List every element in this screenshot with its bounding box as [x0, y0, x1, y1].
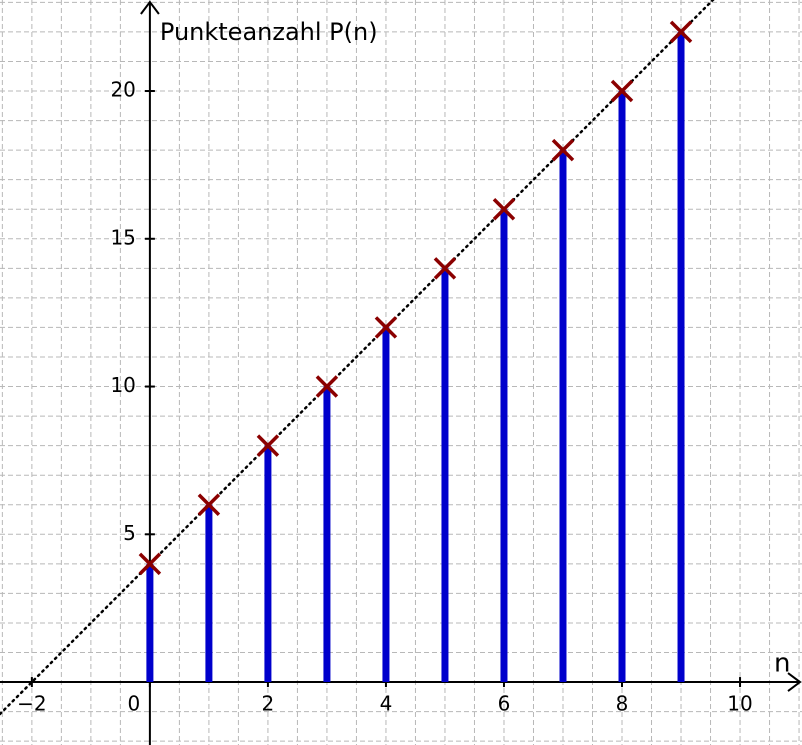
marker: [374, 316, 398, 339]
y-tick-label: 15: [110, 225, 135, 249]
x-tick-label: 2: [262, 692, 275, 716]
marker: [138, 552, 162, 576]
x-tick-label: 6: [498, 692, 511, 716]
marker: [433, 257, 457, 280]
y-tick-label: 10: [110, 373, 135, 397]
x-axis-label: n: [774, 649, 790, 679]
marker: [669, 20, 693, 44]
marker: [492, 197, 516, 221]
marker: [551, 138, 575, 162]
x-tick-label: 4: [380, 692, 393, 716]
y-tick-label: 20: [110, 78, 135, 102]
y-axis-label: Punkteanzahl P(n): [160, 18, 378, 46]
marker: [197, 493, 221, 516]
marker: [256, 434, 280, 457]
y-axis-arrow: [140, 0, 160, 15]
x-tick-label: 8: [616, 692, 629, 716]
x-axis-arrow: [787, 672, 802, 692]
marker: [315, 375, 339, 398]
x-tick-label: 10: [727, 692, 752, 716]
x-tick-label: −2: [17, 692, 46, 716]
x-tick-label: 0: [128, 692, 141, 716]
y-tick-label: 5: [123, 521, 136, 545]
marker: [610, 79, 634, 103]
